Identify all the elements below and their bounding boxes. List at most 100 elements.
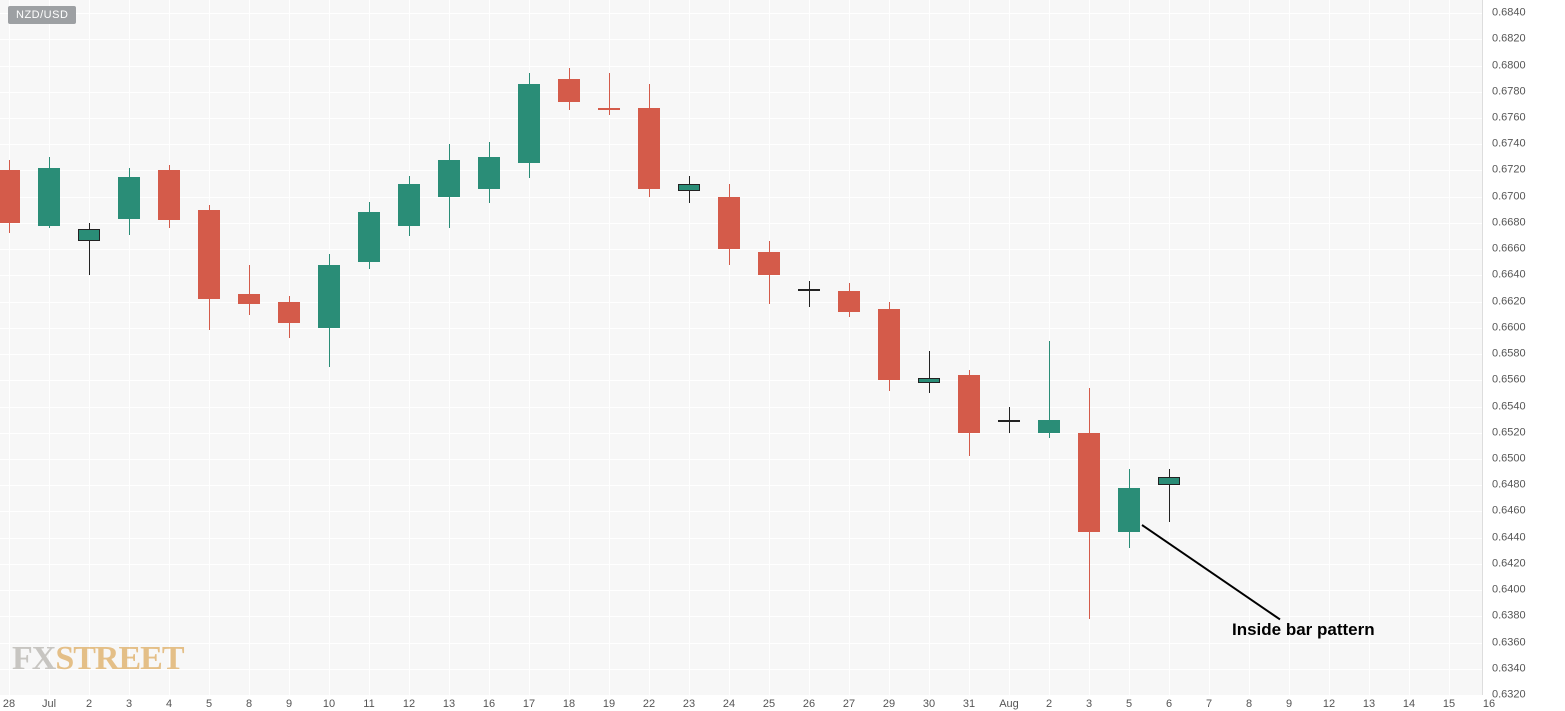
y-axis-label: 0.6400: [1492, 585, 1526, 596]
x-axis-label: 8: [246, 699, 252, 710]
x-axis-label: 27: [843, 699, 855, 710]
candle-wick: [809, 281, 810, 307]
candle-wick: [249, 265, 250, 315]
candle-up[interactable]: [38, 168, 60, 226]
candle-down[interactable]: [598, 108, 620, 111]
gridline-vertical: [129, 0, 130, 695]
candle-down[interactable]: [198, 210, 220, 299]
annotation-label: Inside bar pattern: [1232, 620, 1375, 640]
candle-down[interactable]: [958, 375, 980, 433]
y-axis-label: 0.6800: [1492, 60, 1526, 71]
x-axis-label: 29: [883, 699, 895, 710]
x-axis-label: 9: [1286, 699, 1292, 710]
candle-up[interactable]: [518, 84, 540, 163]
candle-down[interactable]: [238, 294, 260, 304]
x-axis-label: 24: [723, 699, 735, 710]
gridline-horizontal: [0, 223, 1482, 224]
x-axis-label: 5: [1126, 699, 1132, 710]
gridline-vertical: [49, 0, 50, 695]
candle-up[interactable]: [798, 289, 820, 291]
gridline-vertical: [1409, 0, 1410, 695]
candle-up[interactable]: [1038, 420, 1060, 433]
y-axis-label: 0.6440: [1492, 532, 1526, 543]
candle-up[interactable]: [118, 177, 140, 219]
x-axis-label: 7: [1206, 699, 1212, 710]
candle-up[interactable]: [998, 420, 1020, 422]
y-axis-label: 0.6660: [1492, 244, 1526, 255]
watermark-part-a: FX: [12, 640, 55, 677]
candle-down[interactable]: [1078, 433, 1100, 533]
gridline-horizontal: [0, 669, 1482, 670]
candle-up[interactable]: [678, 184, 700, 192]
gridline-horizontal: [0, 695, 1482, 696]
y-axis-label: 0.6640: [1492, 270, 1526, 281]
y-axis-label: 0.6340: [1492, 663, 1526, 674]
x-axis-label: 10: [323, 699, 335, 710]
candle-up[interactable]: [918, 378, 940, 383]
candle-down[interactable]: [838, 291, 860, 312]
candle-up[interactable]: [398, 184, 420, 226]
gridline-vertical: [449, 0, 450, 695]
x-axis-label: 17: [523, 699, 535, 710]
x-axis-label: 3: [1086, 699, 1092, 710]
gridline-horizontal: [0, 13, 1482, 14]
gridline-vertical: [1289, 0, 1290, 695]
gridline-horizontal: [0, 328, 1482, 329]
x-axis-label: 6: [1166, 699, 1172, 710]
gridline-vertical: [249, 0, 250, 695]
gridline-vertical: [89, 0, 90, 695]
x-axis-label: 2: [86, 699, 92, 710]
x-axis-label: 2: [1046, 699, 1052, 710]
gridline-horizontal: [0, 354, 1482, 355]
x-axis-label: 5: [206, 699, 212, 710]
candle-down[interactable]: [278, 302, 300, 323]
y-axis-label: 0.6500: [1492, 453, 1526, 464]
x-axis-label: 11: [363, 699, 374, 710]
x-axis-label: 16: [483, 699, 495, 710]
gridline-vertical: [209, 0, 210, 695]
gridline-vertical: [169, 0, 170, 695]
gridline-vertical: [1249, 0, 1250, 695]
gridline-horizontal: [0, 511, 1482, 512]
gridline-vertical: [369, 0, 370, 695]
gridline-vertical: [1489, 0, 1490, 695]
gridline-horizontal: [0, 302, 1482, 303]
candle-down[interactable]: [558, 79, 580, 103]
candle-down[interactable]: [158, 170, 180, 220]
candle-down[interactable]: [878, 309, 900, 380]
candle-down[interactable]: [0, 170, 20, 222]
candle-up[interactable]: [358, 212, 380, 262]
candle-up[interactable]: [438, 160, 460, 197]
gridline-vertical: [1449, 0, 1450, 695]
candle-up[interactable]: [318, 265, 340, 328]
candle-down[interactable]: [758, 252, 780, 276]
x-axis-label: 13: [443, 699, 455, 710]
candle-up[interactable]: [1118, 488, 1140, 533]
x-axis-label: 4: [166, 699, 172, 710]
gridline-horizontal: [0, 616, 1482, 617]
x-axis-label: 12: [1323, 699, 1335, 710]
candle-down[interactable]: [638, 108, 660, 189]
x-axis-label: Jul: [42, 699, 56, 710]
y-axis-label: 0.6620: [1492, 296, 1526, 307]
x-axis-label: 3: [126, 699, 132, 710]
gridline-vertical: [969, 0, 970, 695]
x-axis-label: 8: [1246, 699, 1252, 710]
candle-up[interactable]: [78, 229, 100, 241]
gridline-horizontal: [0, 92, 1482, 93]
gridline-vertical: [769, 0, 770, 695]
x-axis-label: 18: [563, 699, 575, 710]
x-axis-label: 23: [683, 699, 695, 710]
gridline-horizontal: [0, 275, 1482, 276]
x-axis-label: 30: [923, 699, 935, 710]
gridline-horizontal: [0, 39, 1482, 40]
gridline-vertical: [1209, 0, 1210, 695]
candle-up[interactable]: [478, 157, 500, 188]
gridline-horizontal: [0, 590, 1482, 591]
candle-up[interactable]: [1158, 477, 1180, 485]
candlestick-chart: NZD/USD FXSTREET Inside bar pattern 0.63…: [0, 0, 1565, 711]
plot-area[interactable]: [0, 0, 1483, 695]
y-axis-label: 0.6380: [1492, 611, 1526, 622]
y-axis-label: 0.6700: [1492, 191, 1526, 202]
candle-down[interactable]: [718, 197, 740, 249]
